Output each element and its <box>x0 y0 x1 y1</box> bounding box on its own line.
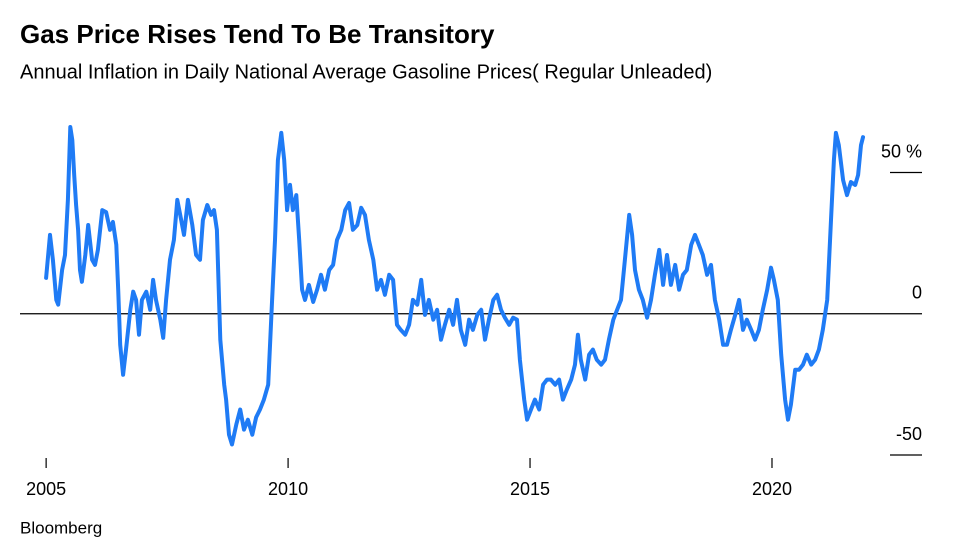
chart-subtitle: Annual Inflation in Daily National Avera… <box>20 61 712 83</box>
x-tick-label: 2005 <box>26 479 66 499</box>
x-tick-label: 2010 <box>268 479 308 499</box>
data-line <box>44 125 865 447</box>
x-tick-label: 2020 <box>752 479 792 499</box>
source: Bloomberg <box>20 518 102 537</box>
y-tick-label: -50 <box>896 424 922 444</box>
y-tick-label: 50 % <box>881 141 922 161</box>
x-tick-label: 2015 <box>510 479 550 499</box>
y-tick-label: 0 <box>912 283 922 303</box>
chart-title: Gas Price Rises Tend To Be Transitory <box>20 19 495 49</box>
